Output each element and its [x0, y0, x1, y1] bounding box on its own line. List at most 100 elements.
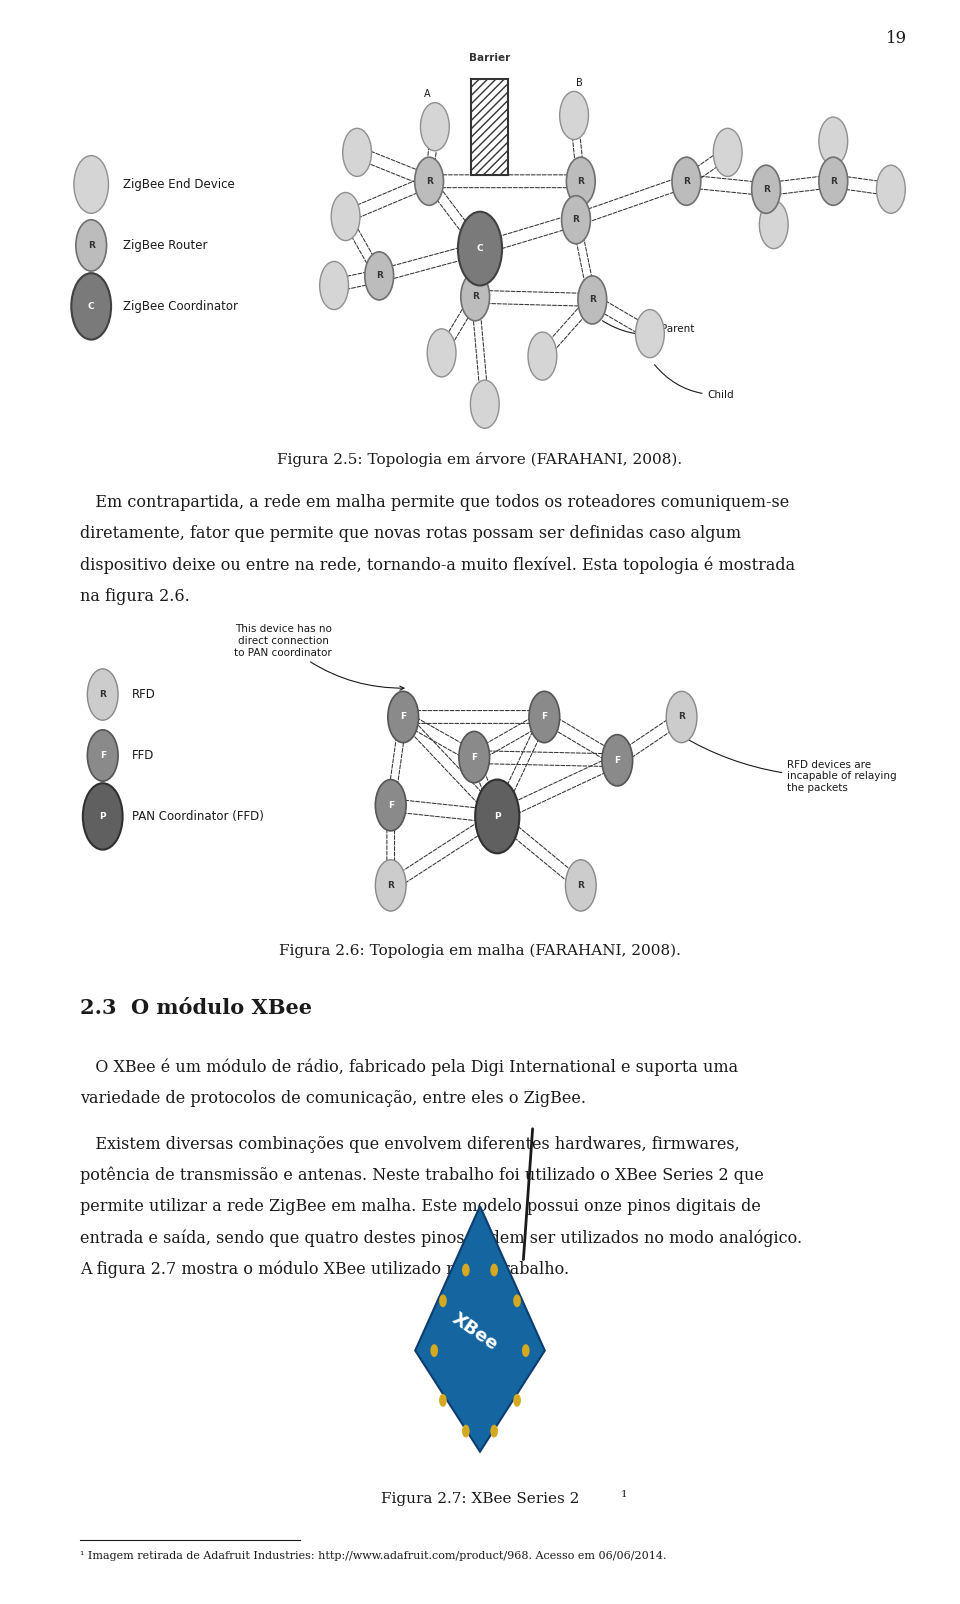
Text: na figura 2.6.: na figura 2.6.: [80, 589, 189, 605]
Circle shape: [636, 310, 664, 358]
Bar: [471, 79, 508, 175]
Circle shape: [427, 329, 456, 377]
Text: F: F: [388, 800, 394, 810]
Circle shape: [475, 780, 519, 853]
Text: Figura 2.6: Topologia em malha (FARAHANI, 2008).: Figura 2.6: Topologia em malha (FARAHANI…: [279, 943, 681, 958]
Circle shape: [529, 691, 560, 743]
Circle shape: [666, 691, 697, 743]
Text: PAN Coordinator (FFD): PAN Coordinator (FFD): [132, 810, 263, 823]
Text: R: R: [425, 176, 433, 186]
Text: R: R: [829, 176, 837, 186]
Circle shape: [320, 261, 348, 310]
Circle shape: [514, 1294, 521, 1307]
Circle shape: [76, 220, 107, 271]
Text: C: C: [477, 244, 483, 253]
Text: A figura 2.7 mostra o módulo XBee utilizado neste trabalho.: A figura 2.7 mostra o módulo XBee utiliz…: [80, 1261, 569, 1278]
Circle shape: [759, 200, 788, 249]
Circle shape: [470, 380, 499, 428]
Text: O XBee é um módulo de rádio, fabricado pela Digi International e suporta uma: O XBee é um módulo de rádio, fabricado p…: [80, 1059, 738, 1076]
Circle shape: [602, 735, 633, 786]
Text: ZigBee Coordinator: ZigBee Coordinator: [123, 300, 238, 313]
Text: R: R: [683, 176, 690, 186]
Text: R: R: [375, 271, 383, 281]
Text: This device has no
direct connection
to PAN coordinator: This device has no direct connection to …: [234, 624, 404, 690]
Text: C: C: [88, 302, 94, 311]
Text: A: A: [424, 90, 430, 99]
Text: ¹ Imagem retirada de Adafruit Industries: http://www.adafruit.com/product/968. A: ¹ Imagem retirada de Adafruit Industries…: [80, 1551, 666, 1561]
Text: R: R: [572, 215, 580, 225]
Text: F: F: [100, 751, 106, 760]
Text: RFD devices are
incapable of relaying
the packets: RFD devices are incapable of relaying th…: [681, 735, 897, 792]
Text: Parent: Parent: [602, 321, 695, 335]
Text: R: R: [577, 176, 585, 186]
Text: 19: 19: [886, 30, 907, 48]
Text: dispositivo deixe ou entre na rede, tornando-a muito flexível. Esta topologia é : dispositivo deixe ou entre na rede, torn…: [80, 557, 795, 574]
Text: P: P: [494, 812, 500, 821]
Circle shape: [713, 128, 742, 176]
Text: 1: 1: [621, 1490, 628, 1500]
Text: R: R: [471, 292, 479, 302]
Text: F: F: [400, 712, 406, 722]
Circle shape: [491, 1424, 498, 1437]
Text: XBee: XBee: [448, 1309, 502, 1354]
Text: Em contrapartida, a rede em malha permite que todos os roteadores comuniquem-se: Em contrapartida, a rede em malha permit…: [80, 494, 789, 512]
Circle shape: [331, 192, 360, 241]
Text: Existem diversas combinações que envolvem diferentes hardwares, firmwares,: Existem diversas combinações que envolve…: [80, 1136, 739, 1153]
Circle shape: [565, 860, 596, 911]
Circle shape: [87, 669, 118, 720]
Text: R: R: [99, 690, 107, 699]
Circle shape: [462, 1424, 469, 1437]
Circle shape: [430, 1344, 438, 1357]
Text: RFD: RFD: [132, 688, 156, 701]
Circle shape: [819, 117, 848, 165]
Text: R: R: [762, 184, 770, 194]
Text: variedade de protocolos de comunicação, entre eles o ZigBee.: variedade de protocolos de comunicação, …: [80, 1091, 586, 1107]
Text: Figura 2.5: Topologia em árvore (FARAHANI, 2008).: Figura 2.5: Topologia em árvore (FARAHAN…: [277, 452, 683, 467]
Circle shape: [415, 157, 444, 205]
Text: entrada e saída, sendo que quatro destes pinos podem ser utilizados no modo anal: entrada e saída, sendo que quatro destes…: [80, 1229, 802, 1246]
Circle shape: [83, 783, 123, 850]
Text: F: F: [471, 752, 477, 762]
Text: R: R: [577, 881, 585, 890]
Text: permite utilizar a rede ZigBee em malha. Este modelo possui onze pinos digitais : permite utilizar a rede ZigBee em malha.…: [80, 1198, 760, 1216]
Circle shape: [74, 156, 108, 213]
Text: diretamente, fator que permite que novas rotas possam ser definidas caso algum: diretamente, fator que permite que novas…: [80, 526, 741, 542]
Text: F: F: [541, 712, 547, 722]
Text: potência de transmissão e antenas. Neste trabalho foi utilizado o XBee Series 2 : potência de transmissão e antenas. Neste…: [80, 1168, 763, 1184]
Circle shape: [343, 128, 372, 176]
Circle shape: [439, 1394, 446, 1407]
Text: R: R: [588, 295, 596, 305]
Circle shape: [365, 252, 394, 300]
Circle shape: [566, 157, 595, 205]
Circle shape: [71, 273, 111, 340]
Text: F: F: [614, 755, 620, 765]
Circle shape: [562, 196, 590, 244]
Text: R: R: [87, 241, 95, 250]
Circle shape: [528, 332, 557, 380]
Circle shape: [462, 1264, 469, 1277]
Text: Barrier: Barrier: [469, 53, 510, 63]
Circle shape: [420, 103, 449, 151]
Text: R: R: [387, 881, 395, 890]
Text: B: B: [575, 79, 583, 88]
Circle shape: [522, 1344, 530, 1357]
Circle shape: [375, 780, 406, 831]
Circle shape: [819, 157, 848, 205]
Circle shape: [439, 1294, 446, 1307]
Text: 2.3  O módulo XBee: 2.3 O módulo XBee: [80, 998, 312, 1017]
Circle shape: [87, 730, 118, 781]
Circle shape: [461, 273, 490, 321]
Text: R: R: [678, 712, 685, 722]
Text: Child: Child: [655, 364, 734, 399]
Circle shape: [876, 165, 905, 213]
Text: ZigBee End Device: ZigBee End Device: [123, 178, 234, 191]
Circle shape: [560, 91, 588, 140]
Circle shape: [672, 157, 701, 205]
Circle shape: [458, 212, 502, 286]
Polygon shape: [415, 1206, 544, 1452]
Circle shape: [578, 276, 607, 324]
Circle shape: [752, 165, 780, 213]
Text: Figura 2.7: XBee Series 2: Figura 2.7: XBee Series 2: [381, 1492, 579, 1506]
Circle shape: [514, 1394, 521, 1407]
Text: P: P: [100, 812, 106, 821]
